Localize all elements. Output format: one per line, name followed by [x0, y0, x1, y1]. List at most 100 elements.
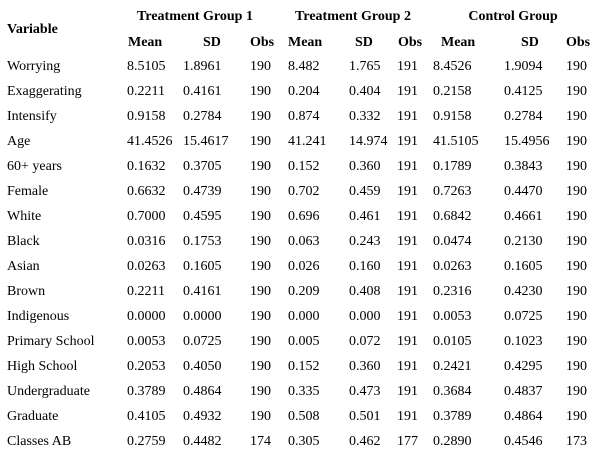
cell-value: 0.461 — [349, 209, 381, 224]
cell-value: 14.974 — [349, 134, 388, 149]
row-label: Primary School — [7, 334, 95, 349]
cell-value: 0.026 — [288, 259, 320, 274]
cell-value: 190 — [250, 409, 271, 424]
cell-value: 1.9094 — [504, 59, 543, 74]
row-label: Indigenous — [7, 309, 70, 324]
cell-value: 190 — [566, 84, 587, 99]
cell-value: 0.152 — [288, 359, 320, 374]
cell-value: 0.4105 — [127, 409, 166, 424]
cell-value: 190 — [566, 184, 587, 199]
cell-value: 0.160 — [349, 259, 381, 274]
group-header: Treatment Group 2 — [295, 9, 411, 24]
cell-value: 190 — [250, 309, 271, 324]
cell-value: 0.0000 — [183, 309, 222, 324]
cell-value: 190 — [566, 384, 587, 399]
cell-value: 190 — [566, 259, 587, 274]
cell-value: 0.0263 — [127, 259, 166, 274]
cell-value: 0.335 — [288, 384, 320, 399]
row-label: Graduate — [7, 409, 59, 424]
cell-value: 0.6842 — [433, 209, 472, 224]
cell-value: 190 — [566, 309, 587, 324]
cell-value: 190 — [250, 184, 271, 199]
cell-value: 0.4661 — [504, 209, 543, 224]
column-header: Obs — [250, 35, 275, 50]
cell-value: 174 — [250, 434, 271, 449]
cell-value: 191 — [397, 59, 418, 74]
cell-value: 0.9158 — [433, 109, 472, 124]
cell-value: 190 — [250, 209, 271, 224]
cell-value: 0.508 — [288, 409, 320, 424]
cell-value: 41.4526 — [127, 134, 173, 149]
cell-value: 0.4230 — [504, 284, 543, 299]
cell-value: 0.360 — [349, 359, 381, 374]
cell-value: 41.5105 — [433, 134, 479, 149]
cell-value: 0.408 — [349, 284, 381, 299]
cell-value: 0.2053 — [127, 359, 166, 374]
group-header: Treatment Group 1 — [137, 9, 253, 24]
cell-value: 190 — [566, 209, 587, 224]
cell-value: 190 — [250, 359, 271, 374]
cell-value: 0.3789 — [127, 384, 166, 399]
cell-value: 0.360 — [349, 159, 381, 174]
cell-value: 0.000 — [349, 309, 381, 324]
cell-value: 191 — [397, 259, 418, 274]
cell-value: 0.072 — [349, 334, 381, 349]
cell-value: 0.209 — [288, 284, 320, 299]
cell-value: 191 — [397, 384, 418, 399]
row-label: 60+ years — [7, 159, 62, 174]
cell-value: 0.7000 — [127, 209, 166, 224]
cell-value: 0.0725 — [504, 309, 543, 324]
cell-value: 190 — [566, 284, 587, 299]
cell-value: 15.4956 — [504, 134, 550, 149]
cell-value: 0.305 — [288, 434, 320, 449]
cell-value: 0.3843 — [504, 159, 543, 174]
cell-value: 0.2759 — [127, 434, 166, 449]
cell-value: 15.4617 — [183, 134, 229, 149]
row-label: Brown — [7, 284, 46, 299]
cell-value: 190 — [566, 159, 587, 174]
cell-value: 0.4595 — [183, 209, 222, 224]
cell-value: 0.2211 — [127, 84, 165, 99]
column-header: Mean — [128, 35, 163, 50]
cell-value: 0.9158 — [127, 109, 166, 124]
cell-value: 0.702 — [288, 184, 320, 199]
cell-value: 0.462 — [349, 434, 381, 449]
cell-value: 190 — [566, 234, 587, 249]
cell-value: 0.000 — [288, 309, 320, 324]
row-label: Asian — [7, 259, 40, 274]
cell-value: 190 — [566, 409, 587, 424]
column-header: Obs — [566, 35, 591, 50]
cell-value: 190 — [250, 334, 271, 349]
cell-value: 0.0105 — [433, 334, 472, 349]
row-label: Exaggerating — [7, 84, 82, 99]
cell-value: 0.2890 — [433, 434, 472, 449]
cell-value: 0.1023 — [504, 334, 543, 349]
row-label: Undergraduate — [7, 384, 90, 399]
row-label: Black — [7, 234, 40, 249]
group-header: Control Group — [468, 9, 558, 24]
cell-value: 1.765 — [349, 59, 381, 74]
cell-value: 0.4295 — [504, 359, 543, 374]
cell-value: 190 — [250, 159, 271, 174]
cell-value: 191 — [397, 284, 418, 299]
cell-value: 191 — [397, 209, 418, 224]
column-header: Mean — [288, 35, 323, 50]
cell-value: 177 — [397, 434, 418, 449]
cell-value: 0.2211 — [127, 284, 165, 299]
cell-value: 8.4526 — [433, 59, 472, 74]
cell-value: 8.5105 — [127, 59, 166, 74]
cell-value: 0.4864 — [183, 384, 222, 399]
cell-value: 190 — [250, 109, 271, 124]
cell-value: 190 — [566, 359, 587, 374]
cell-value: 0.0053 — [127, 334, 166, 349]
row-label: Classes AB — [7, 434, 72, 449]
cell-value: 0.501 — [349, 409, 381, 424]
row-label: Intensify — [7, 109, 57, 124]
cell-value: 0.404 — [349, 84, 381, 99]
cell-value: 191 — [397, 309, 418, 324]
cell-value: 0.0263 — [433, 259, 472, 274]
cell-value: 0.1753 — [183, 234, 222, 249]
cell-value: 190 — [250, 284, 271, 299]
cell-value: 0.204 — [288, 84, 320, 99]
cell-value: 0.3789 — [433, 409, 472, 424]
